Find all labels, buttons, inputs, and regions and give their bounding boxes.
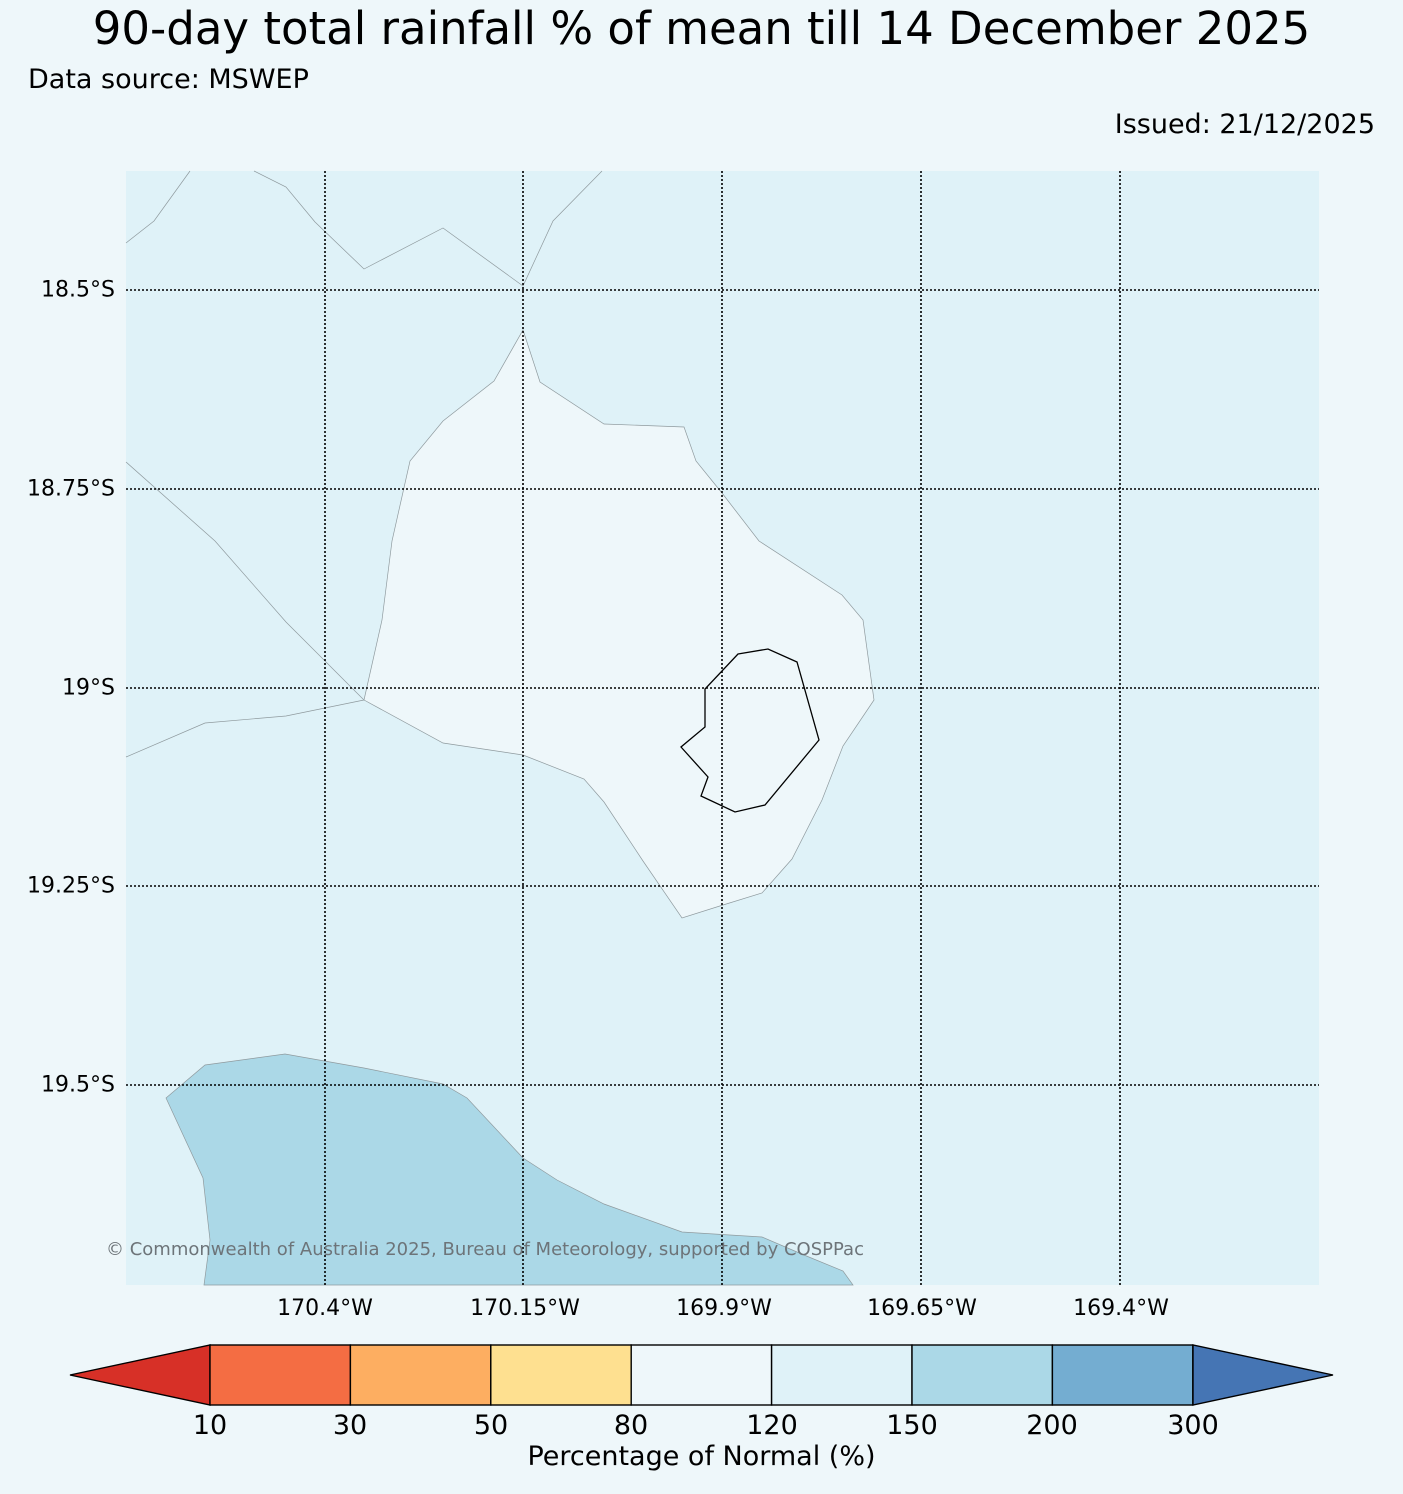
lat-label-19-25: 19.25°S xyxy=(27,873,115,899)
lat-label-18-5: 18.5°S xyxy=(41,277,115,303)
gridlines xyxy=(126,171,1319,1285)
lat-label-19: 19°S xyxy=(62,675,115,701)
colorbar-segment-150-200 xyxy=(911,1344,1054,1406)
colorbar-tick-10: 10 xyxy=(192,1410,228,1441)
colorbar-tick-50: 50 xyxy=(473,1410,509,1441)
lon-label-170-4: 170.4°W xyxy=(277,1296,373,1321)
colorbar-segment-10-30 xyxy=(209,1344,352,1406)
colorbar-tick-80: 80 xyxy=(613,1410,649,1441)
colorbar-tick-300: 300 xyxy=(1167,1410,1219,1441)
colorbar-segment-120-150 xyxy=(770,1344,913,1406)
contour-west xyxy=(125,461,365,758)
colorbar-tick-150: 150 xyxy=(886,1410,938,1441)
colorbar-tick-30: 30 xyxy=(332,1410,368,1441)
colorbar xyxy=(69,1344,1334,1406)
issued-date: Issued: 21/12/2025 xyxy=(1114,109,1375,140)
lon-label-169-9: 169.9°W xyxy=(676,1296,772,1321)
region-80-120-fill xyxy=(363,329,875,919)
lon-label-169-4: 169.4°W xyxy=(1073,1296,1169,1321)
colorbar-segment-200-300 xyxy=(1051,1344,1194,1406)
colorbar-segment-80-120 xyxy=(630,1344,773,1406)
data-source: Data source: MSWEP xyxy=(28,64,309,95)
colorbar-extend-high xyxy=(1192,1344,1334,1406)
colorbar-tick-120: 120 xyxy=(746,1410,798,1441)
region-150-200 xyxy=(165,1053,854,1286)
lon-label-169-65: 169.65°W xyxy=(867,1296,977,1321)
copyright-notice: © Commonwealth of Australia 2025, Bureau… xyxy=(106,1239,864,1260)
map-title: 90-day total rainfall % of mean till 14 … xyxy=(92,2,1311,55)
colorbar-title: Percentage of Normal (%) xyxy=(527,1441,876,1472)
island-outline xyxy=(680,648,820,813)
colorbar-extend-low xyxy=(69,1344,211,1406)
lat-label-18-75: 18.75°S xyxy=(27,476,115,502)
lat-label-19-5: 19.5°S xyxy=(41,1072,115,1098)
colorbar-segment-30-50 xyxy=(349,1344,492,1406)
contour-northwest xyxy=(125,170,603,287)
colorbar-segment-50-80 xyxy=(490,1344,632,1406)
lon-label-170-15: 170.15°W xyxy=(470,1296,580,1321)
colorbar-tick-200: 200 xyxy=(1026,1410,1078,1441)
